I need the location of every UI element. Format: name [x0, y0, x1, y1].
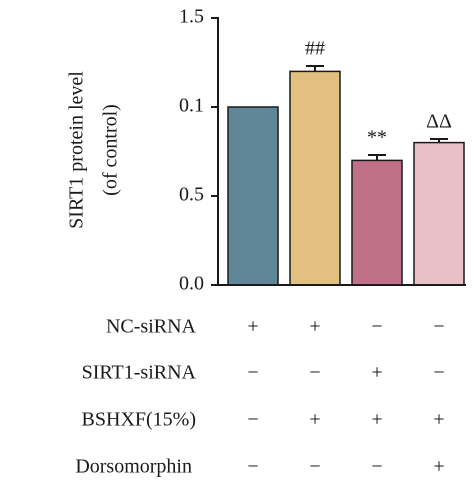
condition-sign: − — [247, 362, 258, 384]
y-label-group: SIRT1 protein level (of control) — [66, 71, 122, 229]
y-tick-label: 0.1 — [179, 95, 204, 117]
bar — [227, 106, 279, 286]
y-axis-label: (of control) — [100, 104, 122, 196]
significance-label: ** — [367, 127, 387, 149]
condition-label: Dorsomorphin — [75, 456, 192, 478]
significance-label: ## — [305, 38, 325, 60]
condition-sign: + — [309, 409, 320, 431]
condition-sign: − — [247, 409, 258, 431]
y-tick-label: 0.0 — [179, 273, 204, 295]
condition-label: BSHXF(15%) — [82, 409, 196, 431]
condition-sign: + — [433, 409, 444, 431]
condition-sign: − — [433, 316, 444, 338]
bar — [289, 70, 341, 286]
condition-sign: − — [247, 456, 258, 478]
condition-sign: − — [371, 456, 382, 478]
condition-sign: + — [371, 409, 382, 431]
condition-sign: − — [433, 362, 444, 384]
condition-sign: + — [371, 362, 382, 384]
condition-sign: + — [433, 456, 444, 478]
condition-sign: + — [309, 316, 320, 338]
condition-sign: + — [247, 316, 258, 338]
significance-label: ΔΔ — [426, 111, 452, 133]
condition-sign: − — [371, 316, 382, 338]
y-tick-label: 0.5 — [179, 184, 204, 206]
bar — [413, 141, 465, 286]
y-axis-label: SIRT1 protein level — [66, 71, 88, 229]
condition-sign: − — [309, 362, 320, 384]
condition-label: NC-siRNA — [106, 316, 197, 338]
y-tick-label: 1.5 — [179, 6, 204, 28]
condition-label: SIRT1-siRNA — [82, 362, 197, 384]
bar — [351, 159, 403, 286]
condition-sign: − — [309, 456, 320, 478]
